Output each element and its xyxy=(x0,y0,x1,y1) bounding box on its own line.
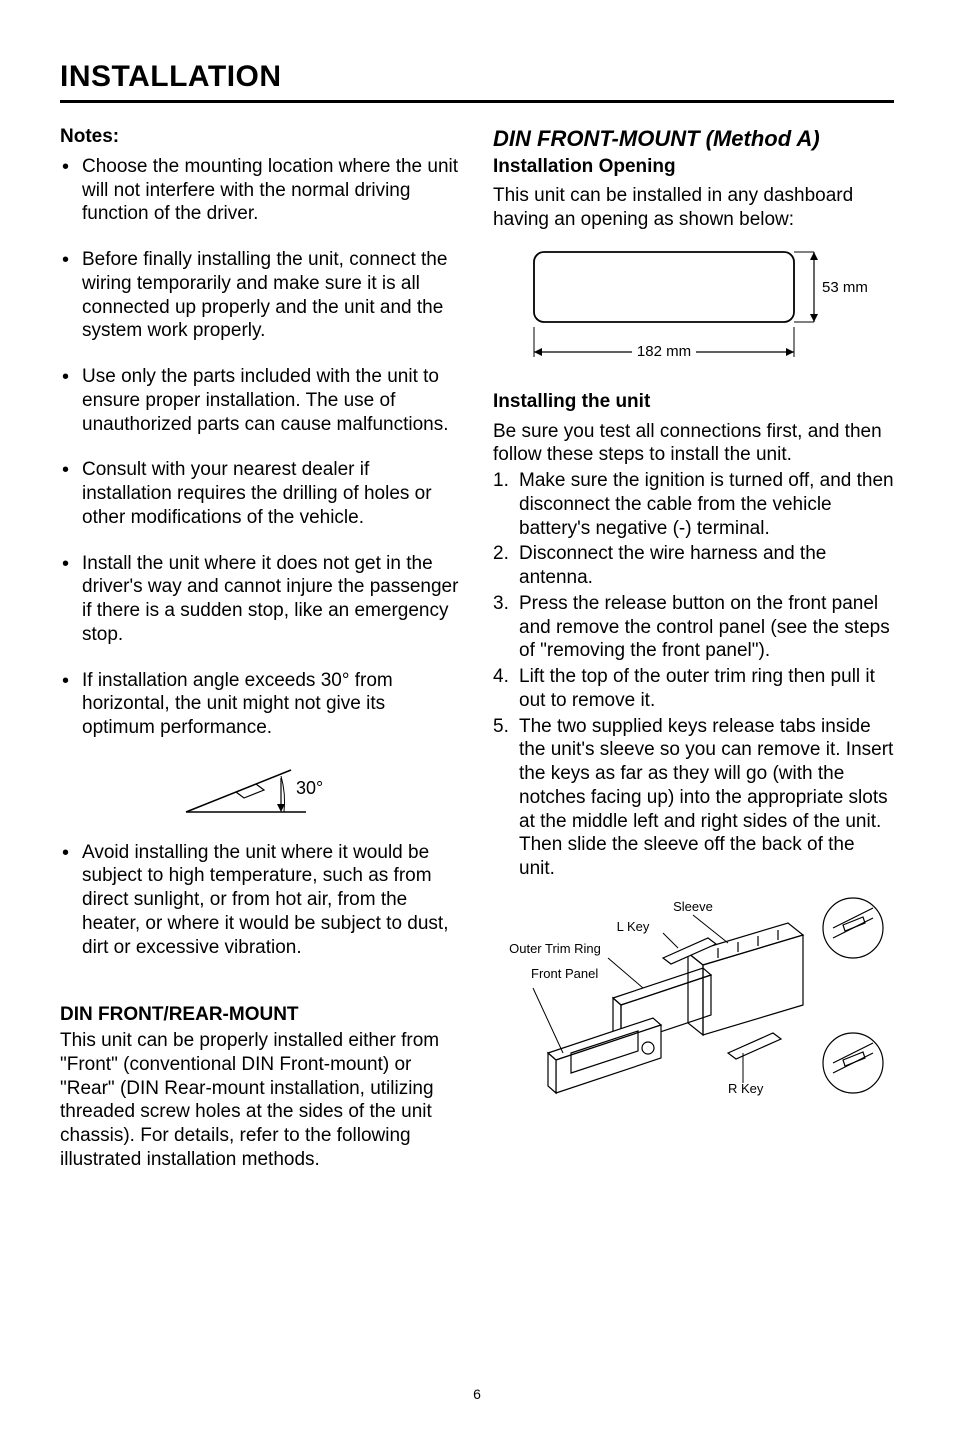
list-item: Disconnect the wire harness and the ante… xyxy=(493,542,894,590)
opening-body: This unit can be installed in any dashbo… xyxy=(493,184,894,232)
rkey-label: R Key xyxy=(728,1081,764,1096)
title-rule xyxy=(60,100,894,103)
angle-diagram: 30° xyxy=(60,762,461,829)
opening-heading: Installation Opening xyxy=(493,155,894,179)
din-body: This unit can be properly installed eith… xyxy=(60,1029,461,1172)
list-item: Use only the parts included with the uni… xyxy=(60,365,461,436)
method-heading: DIN FRONT-MOUNT (Method A) xyxy=(493,125,894,153)
list-item: Press the release button on the front pa… xyxy=(493,592,894,663)
width-label: 182 mm xyxy=(636,343,690,360)
notes-heading: Notes: xyxy=(60,125,461,149)
notes-list-2: Avoid installing the unit where it would… xyxy=(60,841,461,960)
list-item: Consult with your nearest dealer if inst… xyxy=(60,458,461,529)
list-item: Install the unit where it does not get i… xyxy=(60,552,461,647)
list-item: The two supplied keys release tabs insid… xyxy=(493,715,894,881)
install-steps: Make sure the ignition is turned off, an… xyxy=(493,469,894,881)
angle-svg: 30° xyxy=(176,762,346,822)
content-columns: Notes: Choose the mounting location wher… xyxy=(60,125,894,1172)
angle-label: 30° xyxy=(296,778,323,798)
list-item: If installation angle exceeds 30° from h… xyxy=(60,669,461,740)
list-item: Choose the mounting location where the u… xyxy=(60,155,461,226)
height-label: 53 mm xyxy=(822,279,868,296)
din-heading: DIN FRONT/REAR-MOUNT xyxy=(60,1003,461,1027)
page-number: 6 xyxy=(0,1386,954,1402)
trim-label: Outer Trim Ring xyxy=(509,941,601,956)
list-item: Avoid installing the unit where it would… xyxy=(60,841,461,960)
panel-label: Front Panel xyxy=(531,966,598,981)
exploded-svg: Sleeve L Key Outer Trim Ring Front Panel… xyxy=(493,893,893,1123)
list-item: Before finally installing the unit, conn… xyxy=(60,248,461,343)
right-column: DIN FRONT-MOUNT (Method A) Installation … xyxy=(493,125,894,1172)
list-item: Lift the top of the outer trim ring then… xyxy=(493,665,894,713)
notes-list: Choose the mounting location where the u… xyxy=(60,155,461,740)
sleeve-label: Sleeve xyxy=(673,899,713,914)
installing-intro: Be sure you test all connections first, … xyxy=(493,420,894,468)
exploded-diagram: Sleeve L Key Outer Trim Ring Front Panel… xyxy=(493,893,894,1130)
page-title: INSTALLATION xyxy=(60,60,894,94)
left-column: Notes: Choose the mounting location wher… xyxy=(60,125,461,1172)
page: INSTALLATION Notes: Choose the mounting … xyxy=(0,0,954,1430)
list-item: Make sure the ignition is turned off, an… xyxy=(493,469,894,540)
opening-diagram: 53 mm 182 mm xyxy=(514,242,874,372)
installing-heading: Installing the unit xyxy=(493,390,894,414)
lkey-label: L Key xyxy=(617,919,650,934)
